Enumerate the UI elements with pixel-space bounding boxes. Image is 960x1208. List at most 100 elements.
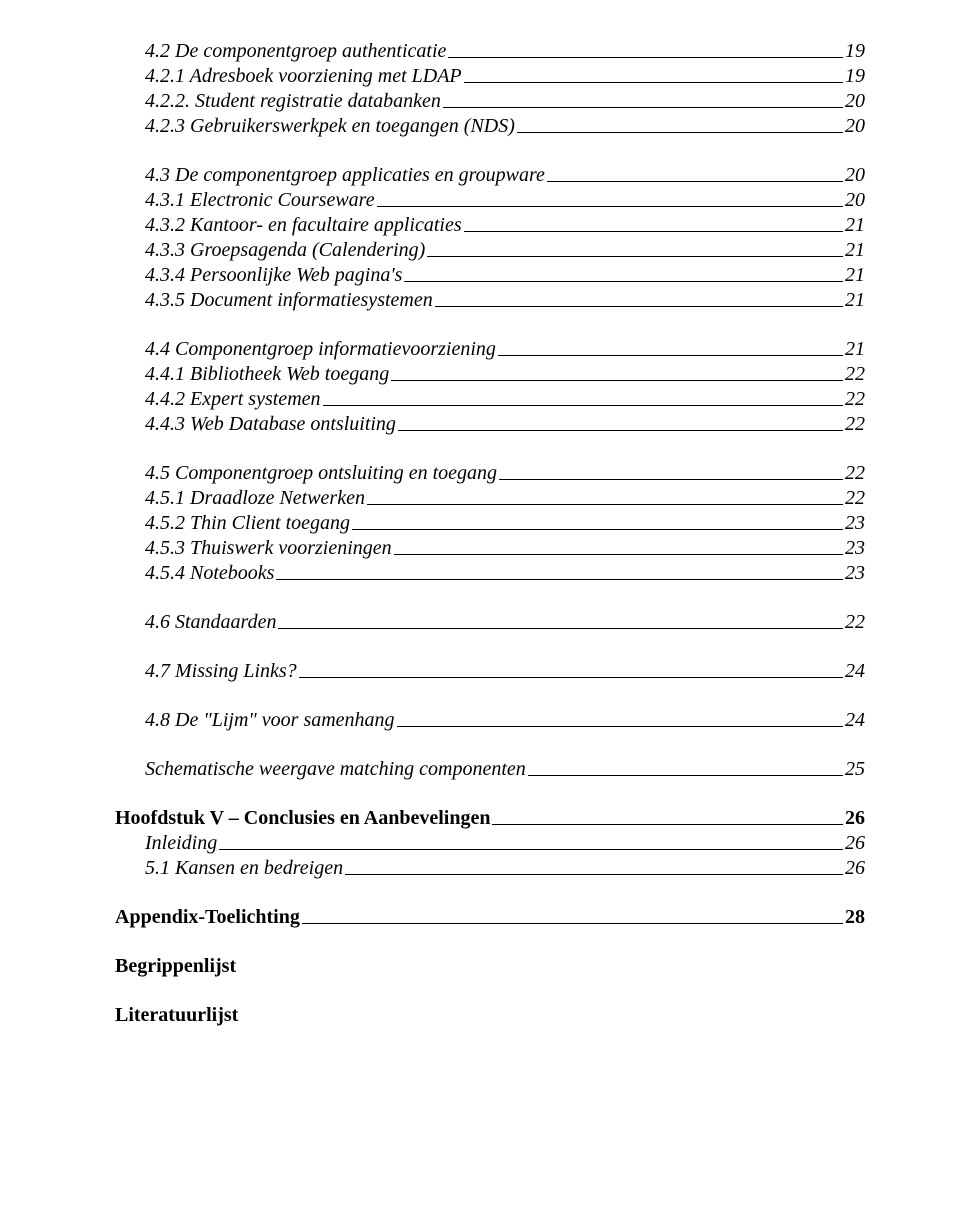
toc-group: 4.7 Missing Links?24: [115, 660, 865, 683]
toc-page-number: 22: [845, 388, 865, 411]
toc-entry: 4.3.5 Document informatiesystemen 21: [115, 289, 865, 312]
toc-leader-line: [345, 874, 843, 875]
toc-entry: 4.8 De "Lijm" voor samenhang24: [115, 709, 865, 732]
toc-trailing-entry: Literatuurlijst: [115, 1004, 865, 1027]
toc-title: Schematische weergave matching component…: [145, 758, 526, 781]
toc-page-number: 23: [845, 562, 865, 585]
toc-page-number: 19: [845, 65, 865, 88]
toc-leader-line: [367, 504, 843, 505]
toc-entry: Hoofdstuk V – Conclusies en Aanbevelinge…: [115, 807, 865, 830]
toc-group: 4.8 De "Lijm" voor samenhang24: [115, 709, 865, 732]
toc-entry: 5.1 Kansen en bedreigen26: [115, 857, 865, 880]
toc-page-number: 21: [845, 239, 865, 262]
toc-title: 4.3.5 Document informatiesystemen: [145, 289, 433, 312]
toc-title: Begrippenlijst: [115, 955, 865, 978]
toc-title: Appendix-Toelichting: [115, 906, 300, 929]
toc-title: 4.5 Componentgroep ontsluiting en toegan…: [145, 462, 497, 485]
toc-leader-line: [498, 355, 843, 356]
toc-entry: 4.5.2 Thin Client toegang23: [115, 512, 865, 535]
toc-entry: 4.4.1 Bibliotheek Web toegang 22: [115, 363, 865, 386]
toc-leader-line: [464, 82, 843, 83]
toc-page-number: 25: [845, 758, 865, 781]
toc-page-number: 26: [845, 832, 865, 855]
toc-group: 4.2 De componentgroep authenticatie194.2…: [115, 40, 865, 138]
toc-leader-line: [404, 281, 843, 282]
toc-entry: 4.2.3 Gebruikerswerkpek en toegangen (ND…: [115, 115, 865, 138]
toc-page-number: 20: [845, 164, 865, 187]
toc-page-number: 22: [845, 413, 865, 436]
toc-page-number: 22: [845, 487, 865, 510]
toc-entry: 4.3.2 Kantoor- en facultaire applicaties…: [115, 214, 865, 237]
toc-trailing-entry: Begrippenlijst: [115, 955, 865, 978]
toc-title: 4.4.1 Bibliotheek Web toegang: [145, 363, 389, 386]
toc-title: 4.2.1 Adresboek voorziening met LDAP: [145, 65, 462, 88]
toc-page-number: 22: [845, 462, 865, 485]
toc-entry: 4.6 Standaarden 22: [115, 611, 865, 634]
toc-group: 4.5 Componentgroep ontsluiting en toegan…: [115, 462, 865, 585]
toc-leader-line: [276, 579, 843, 580]
toc-title: 4.3.1 Electronic Courseware: [145, 189, 375, 212]
toc-page-number: 24: [845, 660, 865, 683]
toc-title: 4.2 De componentgroep authenticatie: [145, 40, 446, 63]
toc-group: Schematische weergave matching component…: [115, 758, 865, 781]
toc-group: 4.6 Standaarden 22: [115, 611, 865, 634]
toc-title: 4.5.2 Thin Client toegang: [145, 512, 350, 535]
toc-title: 4.3.3 Groepsagenda (Calendering): [145, 239, 425, 262]
toc-title: 4.5.4 Notebooks: [145, 562, 274, 585]
toc-leader-line: [323, 405, 843, 406]
toc-title: 4.4.3 Web Database ontsluiting: [145, 413, 396, 436]
toc-page-number: 19: [845, 40, 865, 63]
toc-entry: 4.2.2. Student registratie databanken 20: [115, 90, 865, 113]
toc-title: Literatuurlijst: [115, 1004, 865, 1027]
toc-page-number: 21: [845, 338, 865, 361]
toc-leader-line: [219, 849, 843, 850]
toc-page-number: 23: [845, 537, 865, 560]
toc-entry: 4.3.3 Groepsagenda (Calendering) 21: [115, 239, 865, 262]
table-of-contents: 4.2 De componentgroep authenticatie194.2…: [115, 40, 865, 1027]
toc-entry: 4.5.4 Notebooks 23: [115, 562, 865, 585]
toc-page-number: 26: [845, 857, 865, 880]
toc-group: 4.3 De componentgroep applicaties en gro…: [115, 164, 865, 312]
toc-group: Hoofdstuk V – Conclusies en Aanbevelinge…: [115, 807, 865, 880]
toc-page-number: 22: [845, 363, 865, 386]
toc-leader-line: [547, 181, 843, 182]
toc-title: Hoofdstuk V – Conclusies en Aanbevelinge…: [115, 807, 490, 830]
toc-page-number: 21: [845, 289, 865, 312]
toc-entry: 4.4.3 Web Database ontsluiting 22: [115, 413, 865, 436]
toc-page-number: 22: [845, 611, 865, 634]
toc-page-number: 21: [845, 214, 865, 237]
toc-entry: Appendix-Toelichting28: [115, 906, 865, 929]
toc-leader-line: [492, 824, 843, 825]
toc-group: 4.4 Componentgroep informatievoorziening…: [115, 338, 865, 436]
toc-leader-line: [443, 107, 843, 108]
toc-leader-line: [427, 256, 843, 257]
toc-title: Inleiding: [145, 832, 217, 855]
toc-entry: 4.3.4 Persoonlijke Web pagina's21: [115, 264, 865, 287]
toc-title: 4.6 Standaarden: [145, 611, 276, 634]
toc-page-number: 26: [845, 807, 865, 830]
toc-page-number: 20: [845, 90, 865, 113]
toc-entry: Schematische weergave matching component…: [115, 758, 865, 781]
toc-leader-line: [435, 306, 843, 307]
toc-leader-line: [394, 554, 843, 555]
toc-entry: 4.5.1 Draadloze Netwerken22: [115, 487, 865, 510]
toc-title: 4.2.2. Student registratie databanken: [145, 90, 441, 113]
toc-entry: 4.5 Componentgroep ontsluiting en toegan…: [115, 462, 865, 485]
toc-leader-line: [517, 132, 843, 133]
toc-group: Appendix-Toelichting28: [115, 906, 865, 929]
toc-page-number: 20: [845, 115, 865, 138]
toc-leader-line: [499, 479, 843, 480]
toc-entry: 4.3 De componentgroep applicaties en gro…: [115, 164, 865, 187]
toc-entry: 4.2 De componentgroep authenticatie 19: [115, 40, 865, 63]
toc-title: 4.8 De "Lijm" voor samenhang: [145, 709, 395, 732]
toc-entry: 4.5.3 Thuiswerk voorzieningen23: [115, 537, 865, 560]
toc-entry: 4.7 Missing Links?24: [115, 660, 865, 683]
toc-leader-line: [302, 923, 843, 924]
toc-title: 4.4 Componentgroep informatievoorziening: [145, 338, 496, 361]
toc-title: 4.3.2 Kantoor- en facultaire applicaties: [145, 214, 462, 237]
toc-title: 4.3.4 Persoonlijke Web pagina's: [145, 264, 402, 287]
toc-leader-line: [398, 430, 843, 431]
toc-leader-line: [528, 775, 843, 776]
toc-leader-line: [278, 628, 843, 629]
toc-leader-line: [448, 57, 843, 58]
